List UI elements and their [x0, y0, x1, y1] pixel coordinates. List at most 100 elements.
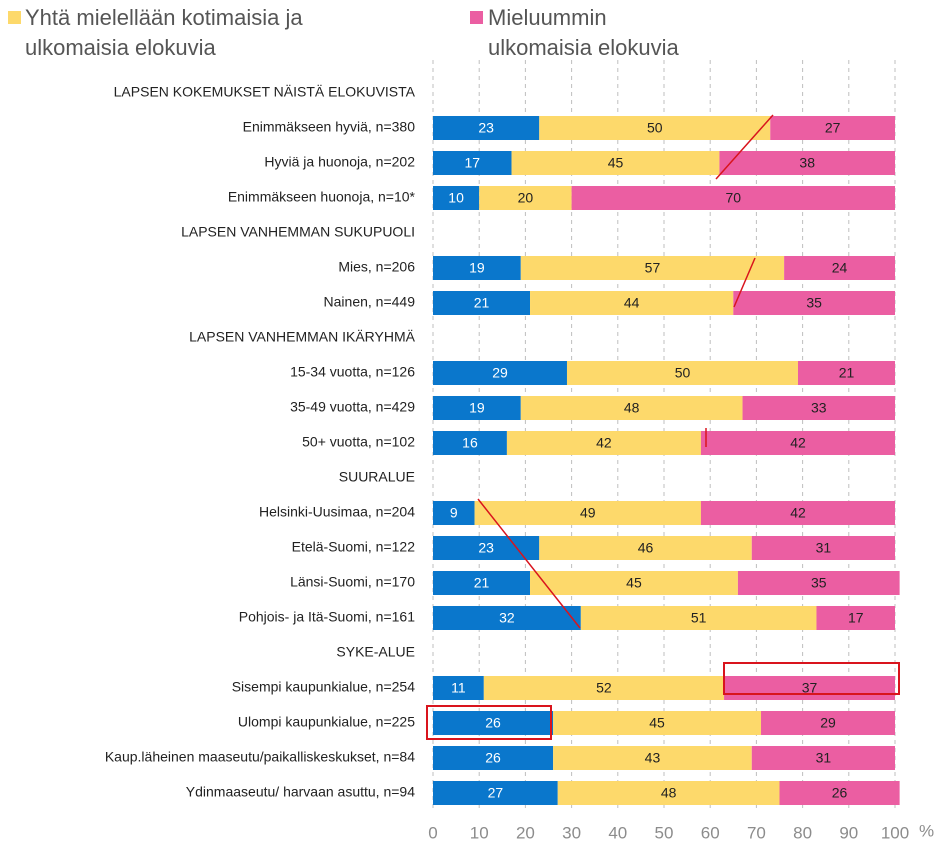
category-label: 50+ vuotta, n=102 — [302, 434, 415, 450]
bar-segment — [742, 396, 895, 420]
data-label: 42 — [790, 505, 806, 521]
data-label: 23 — [478, 120, 494, 136]
bar-segment — [539, 116, 771, 140]
x-tick-label: 40 — [608, 823, 627, 842]
bar-segment — [433, 606, 581, 630]
legend-label: Yhtä mielellään kotimaisia ja ulkomaisia… — [25, 5, 303, 60]
data-label: 29 — [492, 365, 508, 381]
bar-segment — [784, 256, 895, 280]
bar-segment — [433, 501, 475, 525]
x-tick-label: 10 — [470, 823, 489, 842]
data-label: 38 — [799, 155, 815, 171]
category-label: Pohjois- ja Itä-Suomi, n=161 — [239, 609, 415, 625]
bar-segment — [520, 256, 785, 280]
data-label: 46 — [638, 540, 654, 556]
data-label: 37 — [802, 680, 818, 696]
bar-segment — [737, 571, 900, 595]
data-label: 35 — [811, 575, 827, 591]
data-label: 31 — [816, 540, 832, 556]
legend-swatch — [470, 11, 483, 24]
bar-segment — [797, 361, 895, 385]
category-label: SYKE-ALUE — [336, 644, 415, 660]
bar-segment — [433, 396, 521, 420]
x-unit-label: % — [919, 821, 934, 840]
data-label: 32 — [499, 610, 515, 626]
data-label: 24 — [832, 260, 848, 276]
bar-segment — [433, 256, 521, 280]
data-label: 26 — [832, 785, 848, 801]
annotation-box — [426, 705, 552, 740]
annotation-line — [477, 498, 581, 629]
category-label: Ulompi kaupunkialue, n=225 — [238, 714, 415, 730]
bar-segment — [433, 186, 480, 210]
category-label: Sisempi kaupunkialue, n=254 — [232, 679, 416, 695]
bar-segment — [761, 711, 895, 735]
data-label: 48 — [661, 785, 677, 801]
bar-segment — [571, 186, 895, 210]
bar-segment — [474, 501, 701, 525]
annotation-line — [733, 257, 756, 308]
bar-segment — [433, 151, 512, 175]
data-label: 44 — [624, 295, 640, 311]
data-label: 27 — [488, 785, 504, 801]
bar-segment — [511, 151, 720, 175]
annotation-line — [715, 114, 774, 180]
category-label: Enimmäkseen hyviä, n=380 — [243, 119, 416, 135]
data-label: 49 — [580, 505, 596, 521]
bar-segment — [719, 151, 895, 175]
data-label: 10 — [448, 190, 464, 206]
x-tick-label: 50 — [655, 823, 674, 842]
data-label: 27 — [825, 120, 841, 136]
data-label: 16 — [462, 435, 478, 451]
x-tick-label: 0 — [428, 823, 437, 842]
data-label: 35 — [806, 295, 822, 311]
bar-segment — [770, 116, 895, 140]
data-label: 57 — [645, 260, 661, 276]
data-label: 23 — [478, 540, 494, 556]
annotations — [426, 114, 900, 740]
bar-segment — [751, 746, 895, 770]
bar-segment — [433, 746, 554, 770]
data-label: 17 — [848, 610, 864, 626]
bar-segment — [700, 501, 895, 525]
legend-swatch — [8, 11, 21, 24]
category-label: LAPSEN VANHEMMAN IKÄRYHMÄ — [189, 329, 416, 345]
x-tick-label: 30 — [562, 823, 581, 842]
data-label: 29 — [820, 715, 836, 731]
category-label: 15-34 vuotta, n=126 — [290, 364, 415, 380]
data-label: 26 — [485, 750, 501, 766]
category-label: LAPSEN KOKEMUKSET NÄISTÄ ELOKUVISTA — [114, 84, 416, 100]
data-label: 21 — [474, 295, 490, 311]
bar-segment — [433, 781, 558, 805]
data-label: 45 — [626, 575, 642, 591]
bar-segment — [530, 291, 734, 315]
x-tick-label: 60 — [701, 823, 720, 842]
category-label: Enimmäkseen huonoja, n=10* — [228, 189, 416, 205]
bar-segment — [816, 606, 895, 630]
data-label: 42 — [790, 435, 806, 451]
bar-segment — [479, 186, 572, 210]
data-label: 21 — [839, 365, 855, 381]
bar-segment — [566, 361, 798, 385]
bar-segment — [553, 746, 752, 770]
x-tick-label: 70 — [747, 823, 766, 842]
data-label: 43 — [645, 750, 661, 766]
category-label: 35-49 vuotta, n=429 — [290, 399, 415, 415]
x-tick-label: 90 — [839, 823, 858, 842]
category-label: Länsi-Suomi, n=170 — [290, 574, 415, 590]
data-label: 26 — [485, 715, 501, 731]
bar-segment — [433, 116, 540, 140]
data-label: 45 — [649, 715, 665, 731]
bar-segment — [483, 676, 725, 700]
category-label: Etelä-Suomi, n=122 — [292, 539, 416, 555]
data-label: 20 — [518, 190, 534, 206]
bar-segment — [553, 711, 762, 735]
legend-label: Mieluummin ulkomaisia elokuvia — [488, 5, 679, 60]
bar-segment — [433, 711, 554, 735]
category-label: Mies, n=206 — [338, 259, 415, 275]
category-label: Helsinki-Uusimaa, n=204 — [259, 504, 415, 520]
bar-segment — [580, 606, 817, 630]
data-label: 50 — [675, 365, 691, 381]
